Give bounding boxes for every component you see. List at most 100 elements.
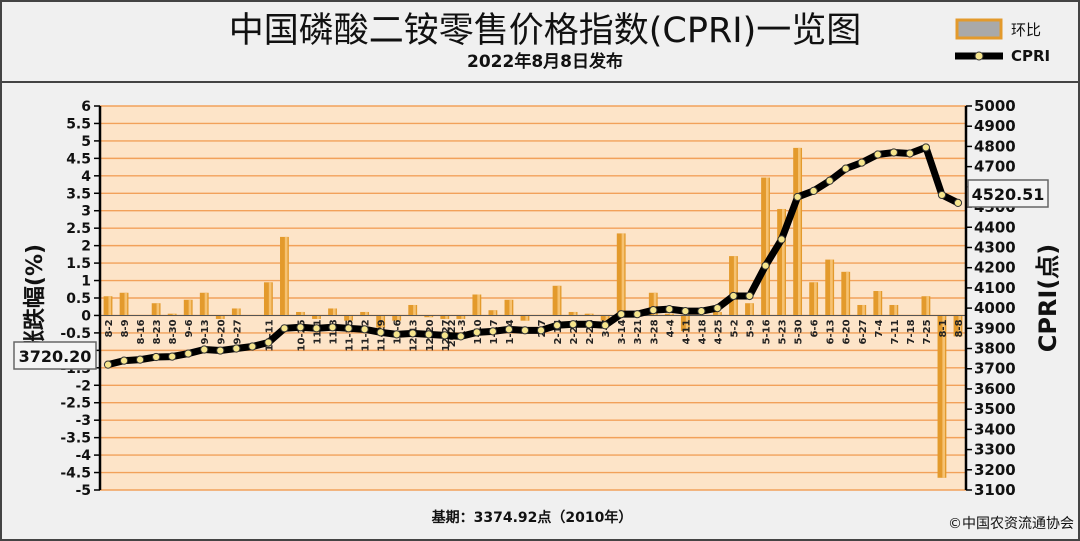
legend-line-label: CPRI: [1011, 47, 1050, 65]
left-axis-tick-label: -2.5: [60, 396, 91, 412]
x-tick-label: 8-8: [954, 319, 965, 337]
bar-huanbi: [360, 311, 370, 316]
right-axis-tick-label: 4900: [974, 117, 1016, 135]
bar-highlight: [220, 315, 224, 319]
x-tick-label: 8-2: [104, 319, 115, 337]
x-tick-label: 3-21: [633, 319, 644, 344]
right-axis-tick-label: 4200: [974, 259, 1016, 277]
cpri-point: [119, 356, 129, 365]
right-axis-tick-label: 4800: [974, 137, 1016, 155]
left-axis-tick-label: -3.5: [60, 431, 91, 447]
legend-bar-label: 环比: [1011, 21, 1041, 39]
x-tick-label: 6-27: [858, 319, 869, 344]
bar-huanbi: [440, 315, 450, 319]
bar-huanbi: [809, 282, 819, 316]
x-tick-label: 4-11: [681, 319, 692, 344]
bar-highlight: [477, 294, 480, 316]
bar-huanbi: [873, 291, 883, 316]
x-tick-label: 4-25: [713, 319, 724, 344]
cpri-point: [857, 158, 866, 167]
bar-huanbi: [729, 256, 738, 316]
bar-highlight: [525, 315, 529, 321]
bar-huanbi: [713, 311, 722, 316]
x-tick-label: 6-20: [842, 319, 853, 344]
bar-highlight: [397, 315, 400, 321]
cpri-point: [296, 323, 305, 332]
bar-huanbi: [280, 236, 289, 316]
bar-highlight: [316, 315, 320, 319]
cpri-point: [937, 190, 947, 200]
cpri-point: [921, 143, 931, 152]
x-tick-label: 5-2: [729, 319, 740, 337]
right-axis-tick-label: 4400: [974, 218, 1016, 236]
bar-highlight: [172, 313, 176, 316]
cpri-point: [793, 192, 802, 202]
bar-huanbi: [953, 315, 963, 337]
right-axis-title: CPRI(点): [1034, 244, 1062, 353]
x-tick-label: 9-20: [216, 319, 227, 344]
bar-highlight: [958, 315, 962, 337]
cpri-point: [168, 352, 177, 361]
x-tick-label: 5-16: [762, 319, 773, 344]
right-axis-tick-label: 4100: [974, 279, 1016, 297]
bar-highlight: [749, 303, 753, 316]
bar-highlight: [108, 296, 112, 316]
cpri-point: [344, 324, 353, 333]
bar-highlight: [509, 299, 513, 316]
bar-highlight: [862, 304, 865, 316]
cpri-point: [392, 330, 401, 339]
callout-start: 3720.20: [13, 341, 97, 370]
callout-end: 4520.51: [967, 179, 1049, 208]
chart-title: 中国磷酸二铵零售价格指数(CPRI)一览图: [229, 11, 862, 51]
cpri-point: [103, 360, 113, 369]
cpri-point: [216, 346, 225, 355]
cpri-point: [264, 338, 273, 347]
callout-end-value: 4520.51: [972, 185, 1045, 204]
bar-huanbi: [215, 315, 225, 319]
bar-highlight: [830, 259, 833, 316]
x-tick-label: 2-28: [585, 319, 596, 344]
copyright-note: ©中国农资流通协会: [948, 516, 1074, 532]
bar-huanbi: [761, 177, 770, 316]
cpri-point: [488, 327, 498, 336]
cpri-point: [280, 324, 289, 333]
left-axis-tick-label: 6: [81, 99, 91, 115]
bar-highlight: [798, 147, 801, 316]
bar-huanbi: [151, 303, 161, 316]
bar-huanbi: [857, 304, 867, 316]
x-tick-label: 6-6: [810, 319, 821, 337]
bar-highlight: [413, 304, 416, 316]
x-tick-label: 7-4: [874, 319, 885, 337]
left-axis-tick-label: 0.5: [66, 291, 91, 307]
base-period-note: 基期：3374.92点（2010年）: [432, 509, 633, 526]
bar-highlight: [814, 282, 817, 316]
x-tick-label: 7-25: [922, 319, 933, 344]
left-axis-tick-label: -2: [75, 378, 91, 394]
bar-highlight: [942, 315, 946, 478]
bar-huanbi: [456, 315, 466, 319]
bar-highlight: [782, 208, 785, 316]
bars-layer: [100, 147, 966, 478]
cpri-point: [200, 345, 209, 354]
bar-highlight: [493, 310, 496, 316]
bar-highlight: [878, 291, 881, 316]
legend-bar-swatch: [955, 18, 1003, 40]
x-tick-label: 5-23: [778, 319, 789, 344]
cpri-point: [777, 235, 786, 244]
bar-huanbi: [119, 292, 129, 316]
bar-highlight: [268, 282, 272, 316]
bar-huanbi: [472, 294, 482, 316]
cpri-point: [617, 310, 626, 319]
left-axis-tick-label: -0.5: [60, 326, 91, 342]
bar-highlight: [589, 313, 593, 316]
right-axis-tick-label: 4000: [974, 299, 1016, 317]
cpri-point: [312, 324, 321, 333]
x-tick-label: 11-22: [361, 319, 372, 351]
bar-highlight: [733, 256, 737, 316]
bar-highlight: [461, 315, 464, 319]
x-tick-label: 7-18: [906, 319, 917, 344]
left-axis-title: 涨跌幅(%): [23, 244, 48, 352]
cpri-point: [649, 306, 658, 315]
x-tick-label: 8-30: [168, 319, 179, 344]
x-tick-label: 3-14: [617, 319, 628, 344]
